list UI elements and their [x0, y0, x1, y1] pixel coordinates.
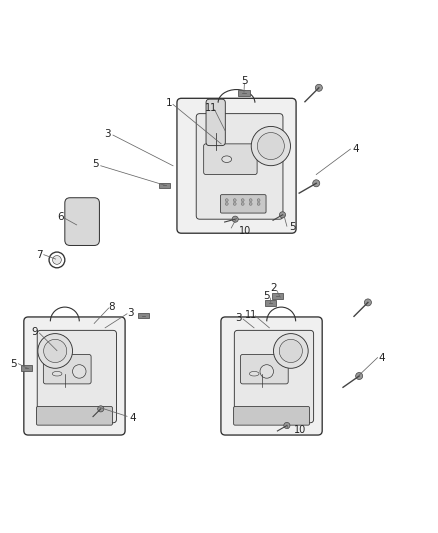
Circle shape [279, 212, 286, 218]
Circle shape [273, 334, 308, 368]
Circle shape [241, 199, 244, 201]
Circle shape [315, 84, 322, 91]
FancyBboxPatch shape [177, 98, 296, 233]
FancyBboxPatch shape [220, 195, 266, 213]
Bar [138, 313, 149, 318]
Circle shape [225, 203, 228, 205]
Circle shape [44, 340, 67, 362]
Bar [272, 294, 283, 299]
Text: 7: 7 [36, 249, 43, 260]
Circle shape [364, 299, 371, 306]
Circle shape [225, 199, 228, 201]
Text: 9: 9 [32, 327, 39, 337]
Circle shape [260, 365, 273, 378]
Circle shape [313, 180, 320, 187]
Circle shape [257, 199, 260, 201]
Circle shape [249, 203, 252, 205]
FancyBboxPatch shape [206, 99, 225, 146]
Ellipse shape [222, 156, 232, 163]
Text: 4: 4 [129, 413, 136, 423]
Text: 10: 10 [239, 225, 251, 236]
FancyBboxPatch shape [234, 330, 314, 423]
Text: 3: 3 [104, 129, 111, 139]
Text: 5: 5 [289, 222, 296, 232]
Circle shape [251, 126, 290, 166]
Circle shape [249, 199, 252, 201]
Circle shape [284, 423, 290, 429]
Text: 3: 3 [235, 313, 242, 323]
Bar [159, 183, 170, 188]
Circle shape [257, 203, 260, 205]
FancyBboxPatch shape [43, 354, 91, 384]
Text: 10: 10 [294, 425, 307, 435]
Text: 11: 11 [205, 103, 217, 113]
Text: 5: 5 [241, 76, 248, 86]
FancyBboxPatch shape [37, 330, 117, 423]
Text: 5: 5 [10, 359, 17, 369]
FancyBboxPatch shape [36, 407, 113, 425]
Text: 6: 6 [57, 212, 64, 222]
Circle shape [356, 373, 363, 379]
Circle shape [233, 199, 236, 201]
Circle shape [241, 203, 244, 205]
Circle shape [53, 255, 61, 264]
Text: 2: 2 [270, 284, 277, 293]
Bar [21, 365, 32, 371]
Ellipse shape [249, 372, 259, 376]
Circle shape [232, 216, 238, 222]
Ellipse shape [52, 372, 62, 376]
FancyBboxPatch shape [240, 354, 288, 384]
Circle shape [233, 203, 236, 205]
Text: 4: 4 [352, 144, 359, 154]
Text: 5: 5 [92, 159, 99, 169]
Bar [265, 301, 276, 306]
Circle shape [258, 133, 284, 159]
Text: 11: 11 [245, 310, 258, 320]
Circle shape [98, 406, 104, 412]
Text: 8: 8 [108, 302, 115, 312]
Bar [238, 90, 250, 96]
Circle shape [38, 334, 73, 368]
Circle shape [279, 340, 302, 362]
Text: 3: 3 [127, 309, 134, 318]
FancyBboxPatch shape [65, 198, 99, 246]
FancyBboxPatch shape [221, 317, 322, 435]
FancyBboxPatch shape [233, 407, 310, 425]
Text: 1: 1 [165, 98, 172, 108]
Text: 5: 5 [263, 291, 270, 301]
FancyBboxPatch shape [24, 317, 125, 435]
FancyBboxPatch shape [196, 114, 283, 219]
Text: 4: 4 [378, 353, 385, 362]
FancyBboxPatch shape [204, 144, 257, 174]
Circle shape [73, 365, 86, 378]
